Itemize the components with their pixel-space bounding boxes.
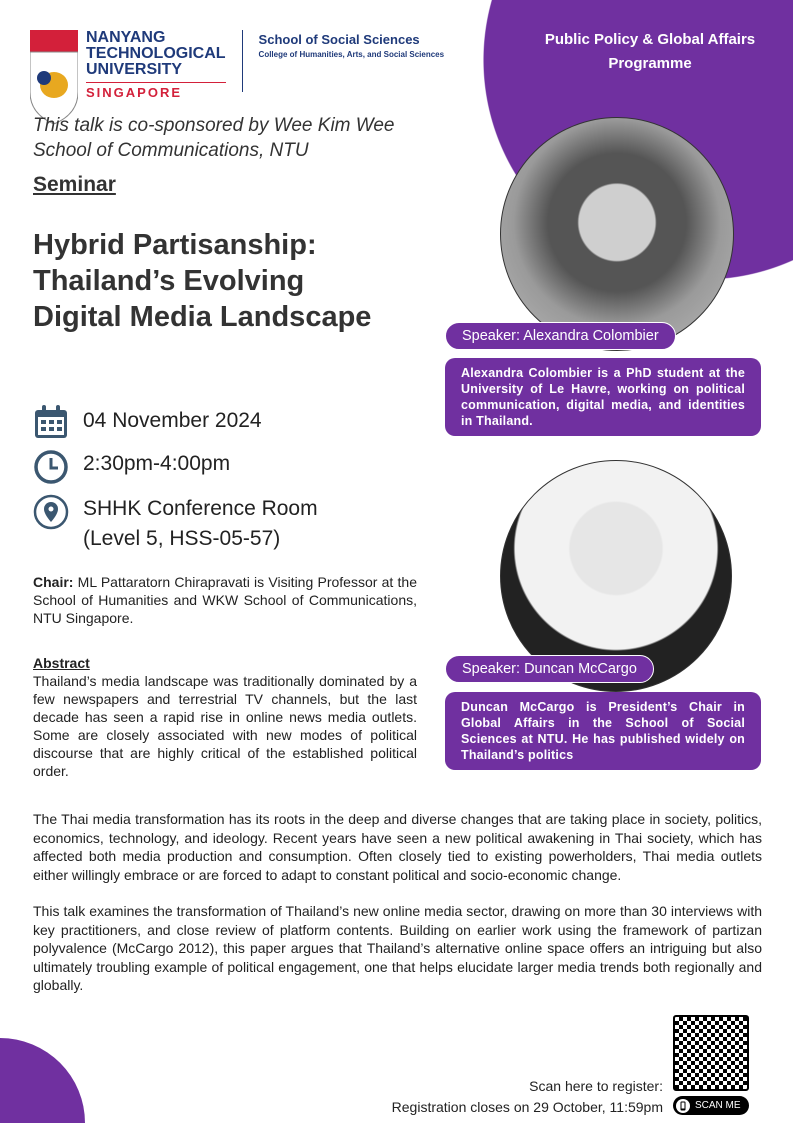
ntu-crest-icon <box>30 30 78 124</box>
seminar-title: Hybrid Partisanship: Thailand’s Evolving… <box>33 229 372 333</box>
college-name: College of Humanities, Arts, and Social … <box>258 50 445 59</box>
calendar-icon <box>35 405 67 438</box>
event-date: 04 November 2024 <box>33 404 262 440</box>
speaker-photo-alexandra-colombier <box>500 117 734 351</box>
logo-divider <box>241 30 243 92</box>
location-pin-icon <box>33 494 69 530</box>
phone-icon <box>676 1098 690 1113</box>
programme-name: Public Policy & Global Affairs Programme <box>544 31 756 72</box>
scan-me-badge: SCAN ME <box>673 1096 749 1115</box>
school-name: School of Social Sciences <box>258 32 420 47</box>
speaker-bio: Alexandra Colombier is a PhD student at … <box>445 358 761 436</box>
speaker-bio: Duncan McCargo is President’s Chair in G… <box>445 692 761 770</box>
speaker-label: Speaker: Duncan McCargo <box>445 655 654 683</box>
chair-info: Chair: ML Pattaratorn Chirapravati is Vi… <box>33 574 417 626</box>
speaker-label: Speaker: Alexandra Colombier <box>445 322 676 350</box>
event-time: 2:30pm-4:00pm <box>33 449 230 485</box>
registration-qr-code[interactable] <box>673 1015 749 1091</box>
ntu-logo: NANYANG TECHNOLOGICAL UNIVERSITY SINGAPO… <box>30 30 444 124</box>
seminar-heading: Seminar <box>33 173 116 196</box>
sponsor-note: This talk is co-sponsored by Wee Kim Wee… <box>33 115 395 161</box>
decorative-circle <box>0 1038 85 1123</box>
clock-icon <box>34 450 68 484</box>
talk-description: The Thai media transformation has its ro… <box>33 811 762 993</box>
abstract: Abstract Thailand’s media landscape was … <box>33 655 417 779</box>
speaker-photo-duncan-mccargo <box>500 460 732 692</box>
registration-info: Scan here to register: Registration clos… <box>391 1078 663 1115</box>
event-venue: SHHK Conference Room (Level 5, HSS-05-57) <box>33 494 318 554</box>
